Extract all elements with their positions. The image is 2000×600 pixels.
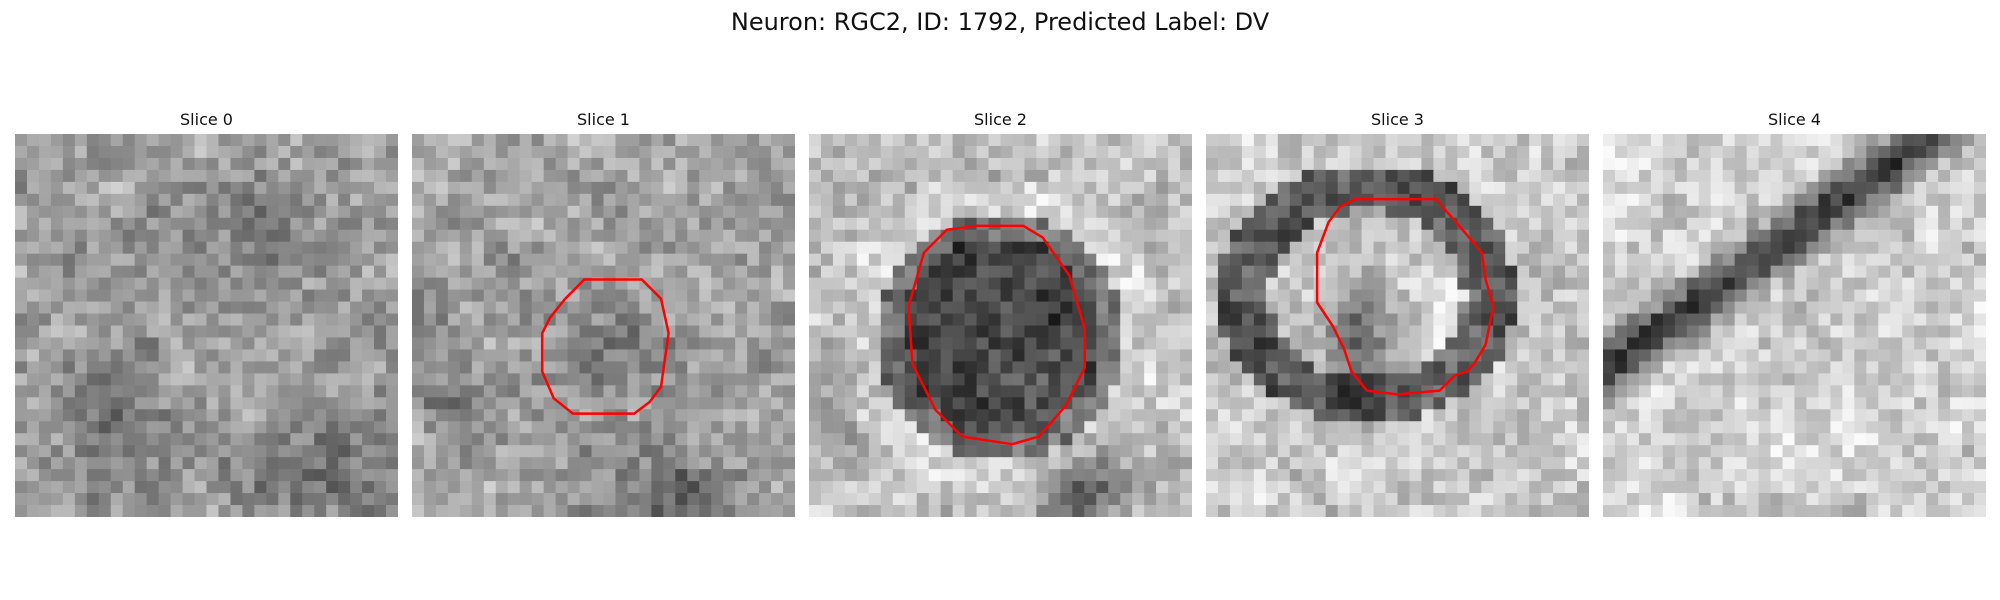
slice-0-image bbox=[15, 134, 398, 517]
slice-4-image bbox=[1603, 134, 1986, 517]
figure-title: Neuron: RGC2, ID: 1792, Predicted Label:… bbox=[730, 8, 1270, 36]
slice-3-pixels bbox=[1206, 134, 1589, 517]
slice-0-title: Slice 0 bbox=[180, 110, 233, 129]
slice-0-pixels bbox=[15, 134, 398, 517]
slice-2-title: Slice 2 bbox=[974, 110, 1027, 129]
slice-3-contour bbox=[1315, 197, 1495, 396]
slice-3-title: Slice 3 bbox=[1371, 110, 1424, 129]
slice-4-pixels bbox=[1603, 134, 1986, 517]
slice-2-pixels bbox=[809, 134, 1192, 517]
slice-1-title: Slice 1 bbox=[577, 110, 630, 129]
slice-1-image bbox=[412, 134, 795, 517]
slice-1-pixels bbox=[412, 134, 795, 517]
slice-1-contour bbox=[540, 278, 670, 415]
slice-4-title: Slice 4 bbox=[1768, 110, 1821, 129]
slice-2-contour bbox=[907, 224, 1087, 446]
slice-2-image bbox=[809, 134, 1192, 517]
slice-3-image bbox=[1206, 134, 1589, 517]
